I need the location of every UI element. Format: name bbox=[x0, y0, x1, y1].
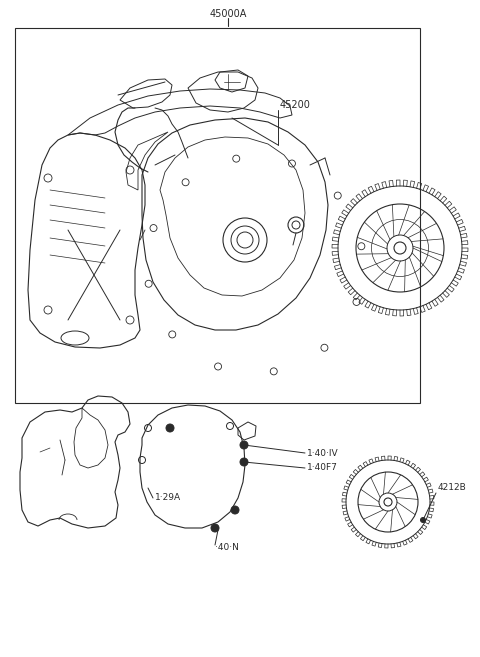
Text: 1·29A: 1·29A bbox=[155, 493, 181, 503]
Circle shape bbox=[231, 506, 239, 514]
Text: 4212B: 4212B bbox=[438, 484, 467, 493]
Text: 1·40F7: 1·40F7 bbox=[307, 463, 338, 472]
Text: 45000A: 45000A bbox=[209, 9, 247, 19]
Bar bbox=[15, 28, 420, 403]
Circle shape bbox=[166, 424, 174, 432]
Text: 45200: 45200 bbox=[280, 100, 311, 110]
Circle shape bbox=[420, 518, 425, 522]
Text: ·40·N: ·40·N bbox=[215, 543, 239, 553]
Circle shape bbox=[240, 441, 248, 449]
Circle shape bbox=[240, 458, 248, 466]
Text: 1·40·IV: 1·40·IV bbox=[307, 449, 338, 457]
Circle shape bbox=[211, 524, 219, 532]
